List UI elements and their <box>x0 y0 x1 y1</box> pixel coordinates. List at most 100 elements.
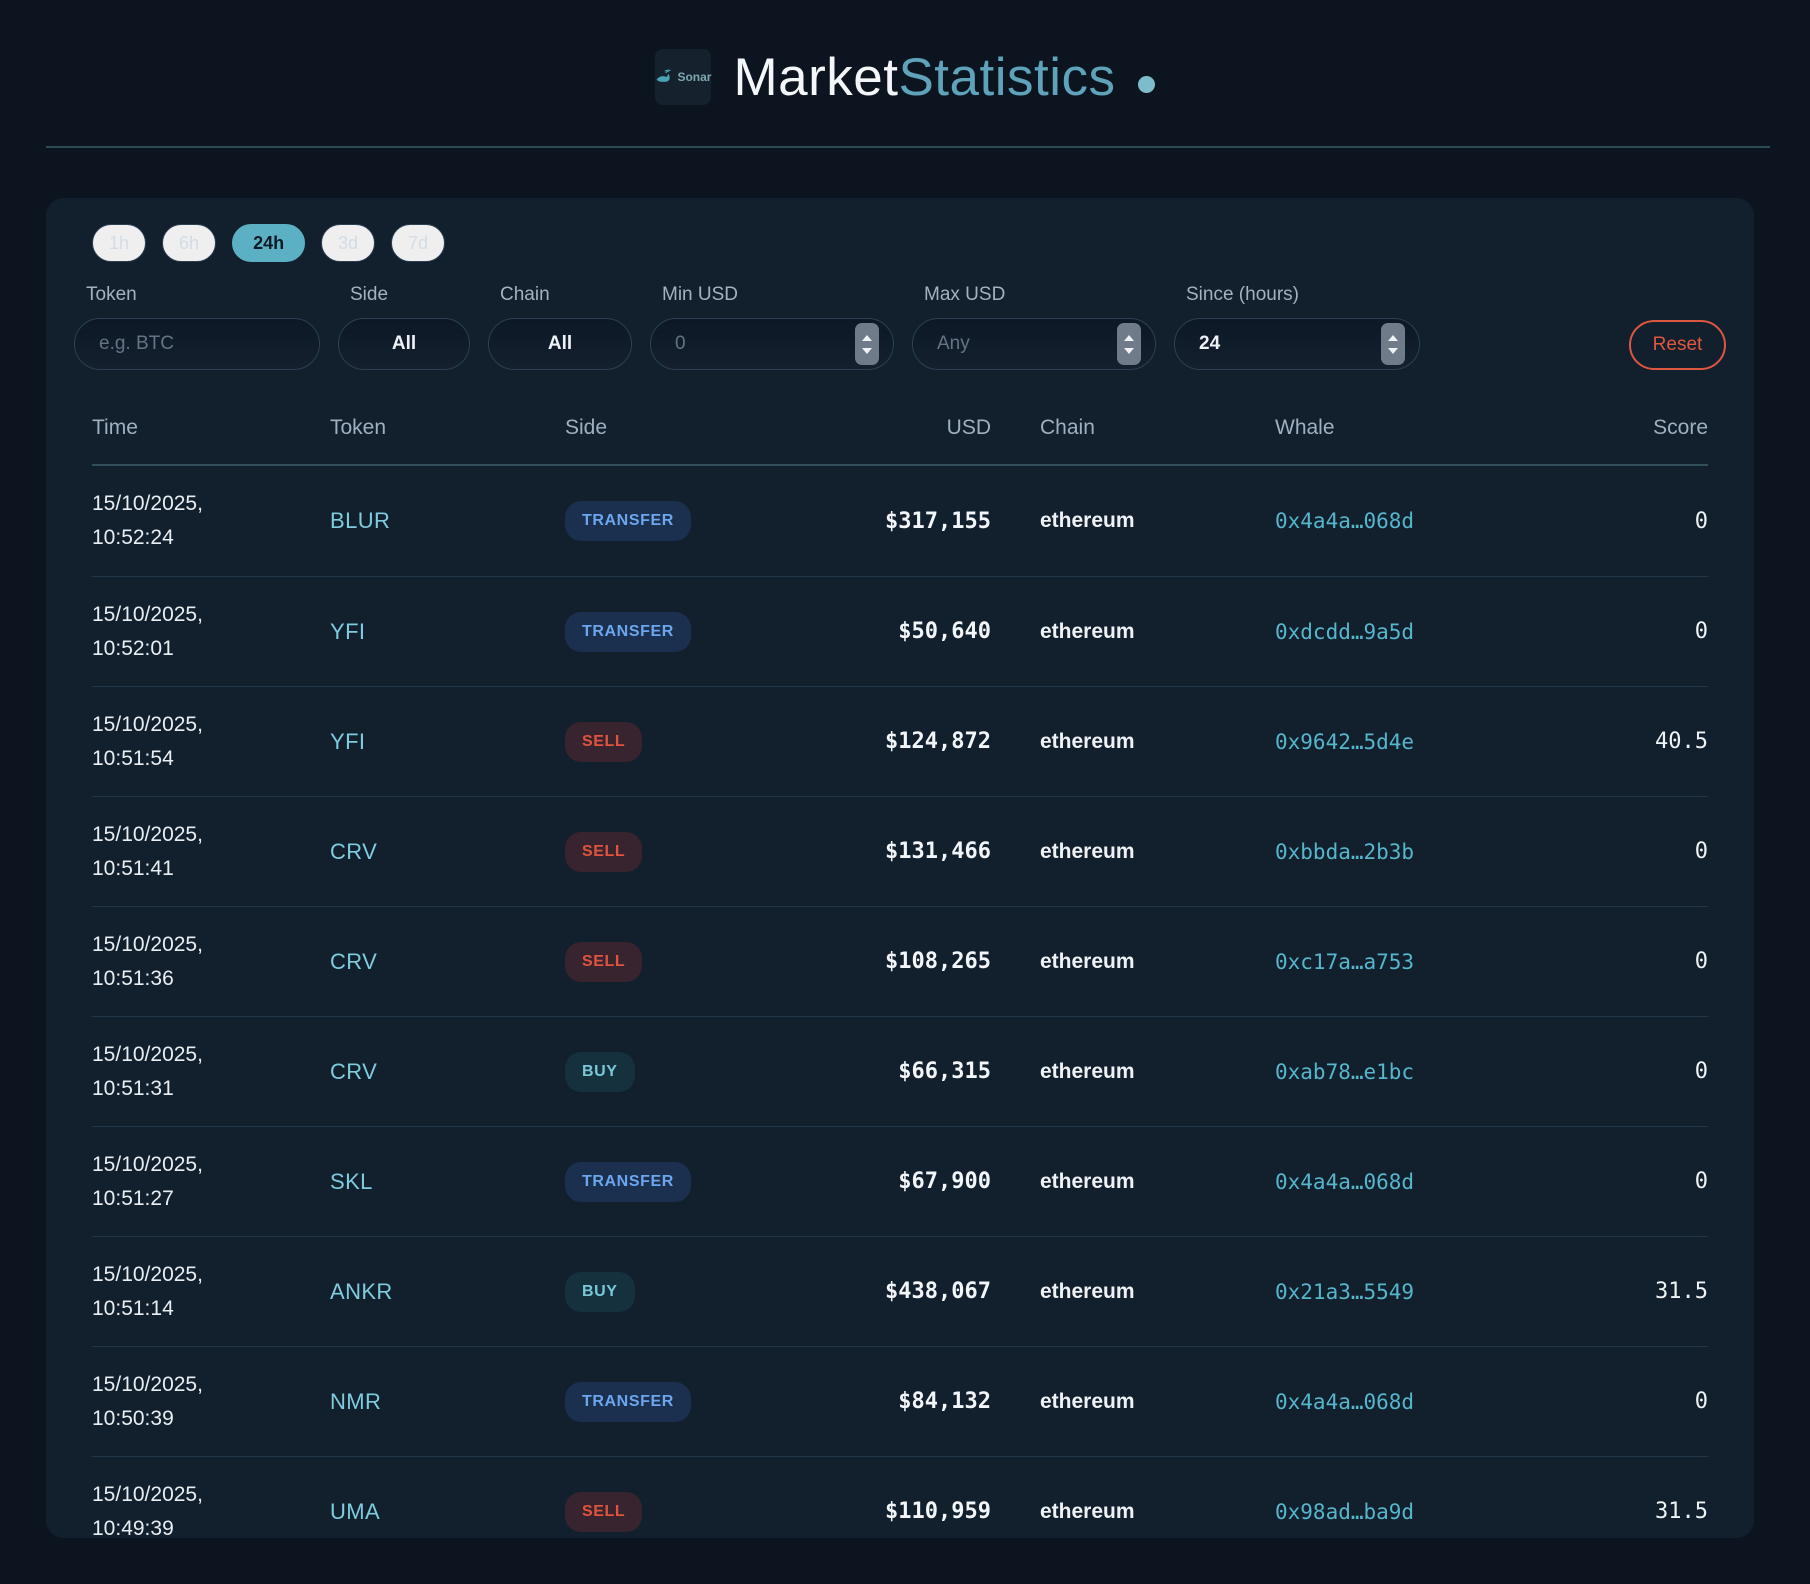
max-usd-value: Any <box>937 333 970 354</box>
side-value: All <box>391 333 417 354</box>
cell-chain: ethereum <box>1040 1059 1135 1083</box>
filter-field-since-hours: Since (hours) 24 <box>1174 284 1420 370</box>
filter-label-side: Side <box>350 284 389 305</box>
stepper-up-icon <box>1124 334 1134 341</box>
whale-address-link[interactable]: 0x9642…5d4e <box>1275 729 1415 754</box>
time-date: 15/10/2025, <box>92 712 203 736</box>
filter-field-max-usd: Max USD Any <box>912 284 1156 370</box>
side-badge-buy: BUY <box>565 1271 635 1312</box>
cell-token: ANKR <box>330 1278 393 1304</box>
cell-usd: $84,132 <box>898 1389 991 1414</box>
whale-address-link[interactable]: 0x4a4a…068d <box>1275 1169 1415 1194</box>
table-body: 15/10/2025, 10:52:24 BLUR TRANSFER $317,155 e… <box>92 466 1708 1566</box>
cell-usd: $108,265 <box>885 949 991 974</box>
time-clock: 10:50:39 <box>92 1406 174 1430</box>
time-date: 15/10/2025, <box>92 492 203 516</box>
app-header: Sonar MarketStatistics <box>0 0 1810 146</box>
time-date: 15/10/2025, <box>92 602 203 626</box>
filter-field-token: Token e.g. BTC <box>74 284 320 370</box>
cell-usd: $50,640 <box>898 619 991 644</box>
time-clock: 10:51:14 <box>92 1296 174 1320</box>
cell-token: NMR <box>330 1388 382 1414</box>
cell-score: 0 <box>1694 1169 1708 1194</box>
cell-token: UMA <box>330 1498 381 1524</box>
whale-address-link[interactable]: 0x4a4a…068d <box>1275 1389 1415 1414</box>
side-badge-transfer: TRANSFER <box>565 611 691 652</box>
cell-chain: ethereum <box>1040 1169 1135 1193</box>
table-row: 15/10/2025, 10:50:39 NMR TRANSFER $84,132 eth… <box>92 1346 1708 1456</box>
range-pill-7d[interactable]: 7d <box>391 224 446 262</box>
whale-address-link[interactable]: 0xbbda…2b3b <box>1275 839 1415 864</box>
range-pill-6h[interactable]: 6h <box>162 224 217 262</box>
range-pill-3d[interactable]: 3d <box>321 224 376 262</box>
cell-chain: ethereum <box>1040 619 1135 643</box>
stepper-down-icon <box>862 347 872 354</box>
column-header-token: Token <box>330 416 387 439</box>
token-text-input[interactable]: e.g. BTC <box>74 318 320 370</box>
cell-usd: $67,900 <box>898 1169 991 1194</box>
table-row: 15/10/2025, 10:51:14 ANKR BUY $438,067 ethere… <box>92 1236 1708 1346</box>
filters-and-table-card: 1h 6h 24h 3d 7d Token e.g. BTC Side All Chain All… <box>46 198 1754 1540</box>
min-usd-number-input[interactable]: 0 <box>650 318 894 370</box>
chain-value: All <box>547 333 573 354</box>
table-row: 15/10/2025, 10:51:41 CRV SELL $131,466 ethere… <box>92 796 1708 906</box>
side-badge-sell: SELL <box>565 721 643 762</box>
cell-token: BLUR <box>330 508 391 533</box>
cell-score: 0 <box>1694 949 1708 974</box>
range-pill-24h[interactable]: 24h <box>232 224 306 262</box>
column-header-usd: USD <box>946 416 991 439</box>
table-row: 15/10/2025, 10:51:27 SKL TRANSFER $67,900 eth… <box>92 1126 1708 1236</box>
cell-time: 15/10/2025, 10:51:36 <box>92 928 330 995</box>
time-clock: 10:51:31 <box>92 1076 174 1100</box>
cell-time: 15/10/2025, 10:51:27 <box>92 1148 330 1215</box>
table-row: 15/10/2025, 10:52:24 BLUR TRANSFER $317,155 e… <box>92 466 1708 576</box>
cell-score: 0 <box>1694 1059 1708 1084</box>
time-date: 15/10/2025, <box>92 1042 203 1066</box>
range-pill-1h[interactable]: 1h <box>92 224 147 262</box>
side-badge-sell: SELL <box>565 941 643 982</box>
sonar-logo: Sonar <box>655 49 712 105</box>
time-date: 15/10/2025, <box>92 932 203 956</box>
time-range-group: 1h 6h 24h 3d 7d <box>92 224 1726 262</box>
max-usd-number-input[interactable]: Any <box>912 318 1156 370</box>
cell-token: YFI <box>330 618 366 644</box>
cell-token: CRV <box>330 1058 378 1084</box>
time-date: 15/10/2025, <box>92 1262 203 1286</box>
whale-address-link[interactable]: 0xab78…e1bc <box>1275 1059 1415 1084</box>
cell-time: 15/10/2025, 10:51:54 <box>92 708 330 775</box>
cell-usd: $438,067 <box>885 1279 991 1304</box>
cell-time: 15/10/2025, 10:52:24 <box>92 487 330 554</box>
since-hours-stepper[interactable] <box>1381 323 1405 365</box>
logo-label: Sonar <box>677 70 712 84</box>
max-usd-stepper[interactable] <box>1117 323 1141 365</box>
cell-token: CRV <box>330 948 378 974</box>
min-usd-stepper[interactable] <box>855 323 879 365</box>
cell-time: 15/10/2025, 10:52:01 <box>92 598 330 665</box>
whale-address-link[interactable]: 0xc17a…a753 <box>1275 949 1415 974</box>
time-clock: 10:52:01 <box>92 636 174 660</box>
stepper-up-icon <box>862 334 872 341</box>
whale-address-link[interactable]: 0x98ad…ba9d <box>1275 1499 1415 1524</box>
time-date: 15/10/2025, <box>92 1152 203 1176</box>
cell-score: 40.5 <box>1655 729 1708 754</box>
time-date: 15/10/2025, <box>92 1372 203 1396</box>
whale-address-link[interactable]: 0x21a3…5549 <box>1275 1279 1415 1304</box>
column-header-time: Time <box>92 416 138 439</box>
time-clock: 10:51:27 <box>92 1186 174 1210</box>
time-clock: 10:51:41 <box>92 856 174 880</box>
filter-label-min-usd: Min USD <box>662 284 739 305</box>
whale-address-link[interactable]: 0xdcdd…9a5d <box>1275 619 1415 644</box>
cell-side: SELL <box>565 721 845 762</box>
stepper-down-icon <box>1388 347 1398 354</box>
side-select[interactable]: All <box>338 318 470 370</box>
cell-side: SELL <box>565 831 845 872</box>
stepper-up-icon <box>1388 334 1398 341</box>
reset-button[interactable]: Reset <box>1629 320 1726 370</box>
whale-address-link[interactable]: 0x4a4a…068d <box>1275 509 1415 533</box>
cell-chain: ethereum <box>1040 729 1135 753</box>
min-usd-value: 0 <box>675 333 686 354</box>
chain-select[interactable]: All <box>488 318 632 370</box>
header-divider <box>46 146 1770 148</box>
cell-side: BUY <box>565 1271 845 1312</box>
since-hours-number-input[interactable]: 24 <box>1174 318 1420 370</box>
